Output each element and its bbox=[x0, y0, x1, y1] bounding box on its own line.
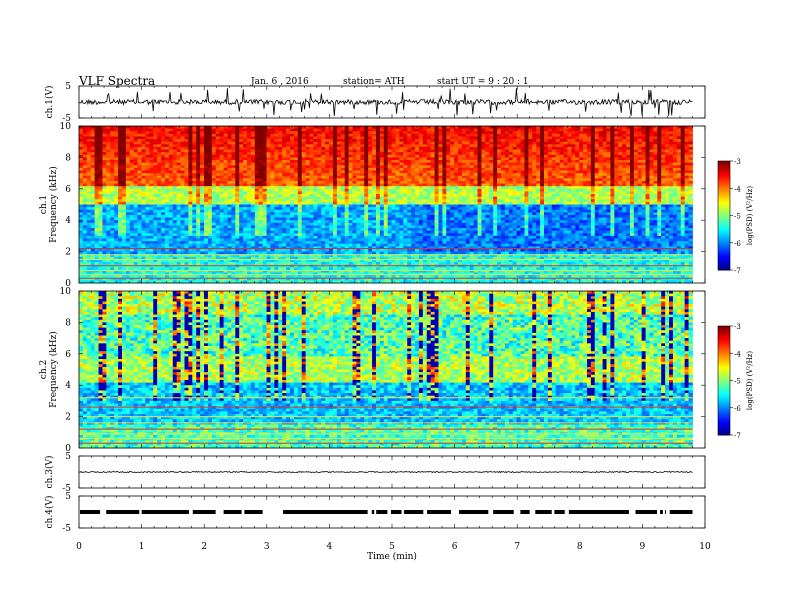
colorbar-tick-1-2: -5 bbox=[734, 213, 741, 221]
ch3-waveform-trace bbox=[78, 470, 693, 474]
ytick-label-1-0: 0 bbox=[65, 279, 71, 289]
start-time-label: start UT = 9 : 20 : 1 bbox=[437, 77, 529, 87]
colorbar-tick-2-4: -7 bbox=[734, 432, 741, 440]
ylabel-2-0: ch.2 bbox=[39, 360, 49, 379]
xtick-label-4: 4 bbox=[327, 542, 333, 552]
ytick-label-1-1: 2 bbox=[65, 248, 71, 258]
ylabel-3-0: ch.3(V) bbox=[44, 456, 55, 489]
ytick-label-4-0: 5 bbox=[65, 492, 71, 502]
ylabel-4-0: ch.4(V) bbox=[44, 496, 55, 529]
ytick-label-4-1: -5 bbox=[62, 524, 71, 534]
xtick-label-1: 1 bbox=[139, 542, 145, 552]
ytick-label-2-0: 0 bbox=[65, 444, 71, 454]
date-label: Jan. 6 , 2016 bbox=[251, 77, 309, 87]
ytick-label-1-2: 4 bbox=[65, 216, 71, 226]
colorbar-tick-1-1: -4 bbox=[734, 185, 741, 193]
colorbar-label-1: log(PSD) (V²/Hz) bbox=[746, 186, 754, 245]
ylabel-1-1: Frequency (kHz) bbox=[48, 166, 59, 243]
colorbar-tick-2-3: -6 bbox=[734, 405, 741, 413]
xtick-label-5: 5 bbox=[389, 542, 395, 552]
colorbar-tick-1-0: -3 bbox=[734, 158, 741, 166]
colorbar-label-2: log(PSD) (V²/Hz) bbox=[746, 351, 754, 410]
ytick-label-2-4: 8 bbox=[65, 318, 71, 328]
ch1-waveform-trace bbox=[78, 88, 693, 117]
ytick-label-0-0: 5 bbox=[65, 82, 71, 92]
xtick-label-0: 0 bbox=[76, 542, 82, 552]
ytick-label-2-1: 2 bbox=[65, 413, 71, 423]
xtick-label-8: 8 bbox=[577, 542, 583, 552]
ytick-label-1-5: 10 bbox=[60, 122, 72, 132]
ylabel-2-1: Frequency (kHz) bbox=[48, 331, 59, 408]
figure-title: VLF Spectra bbox=[79, 74, 156, 88]
ytick-label-2-3: 6 bbox=[65, 350, 71, 360]
xtick-label-9: 9 bbox=[640, 542, 646, 552]
xtick-label-2: 2 bbox=[201, 542, 207, 552]
xtick-label-6: 6 bbox=[452, 542, 458, 552]
ch1-spectrogram-image bbox=[79, 126, 693, 284]
colorbar-tick-2-0: -3 bbox=[734, 323, 741, 331]
station-label: station= ATH bbox=[343, 77, 405, 87]
colorbar-tick-2-2: -5 bbox=[734, 378, 741, 386]
ytick-label-2-2: 4 bbox=[65, 381, 71, 391]
ylabel-1-0: ch.1 bbox=[39, 195, 49, 214]
ch2-spectrogram-image bbox=[79, 291, 693, 449]
xtick-label-3: 3 bbox=[264, 542, 270, 552]
ytick-label-1-3: 6 bbox=[65, 185, 71, 195]
ytick-label-3-1: -5 bbox=[62, 484, 71, 494]
colorbar-tick-1-3: -6 bbox=[734, 240, 741, 248]
colorbar-tick-1-4: -7 bbox=[734, 267, 741, 275]
colorbar-tick-2-1: -4 bbox=[734, 350, 741, 358]
xtick-label-7: 7 bbox=[514, 542, 520, 552]
ytick-label-3-0: 5 bbox=[65, 452, 71, 462]
ytick-label-1-4: 8 bbox=[65, 153, 71, 163]
ytick-label-0-1: -5 bbox=[62, 114, 71, 124]
ch4-waveform-trace bbox=[80, 510, 693, 514]
xtick-label-10: 10 bbox=[699, 542, 711, 552]
ytick-label-2-5: 10 bbox=[60, 287, 72, 297]
ylabel-0-0: ch.1(V) bbox=[44, 86, 55, 119]
x-axis-label: Time (min) bbox=[367, 551, 417, 562]
